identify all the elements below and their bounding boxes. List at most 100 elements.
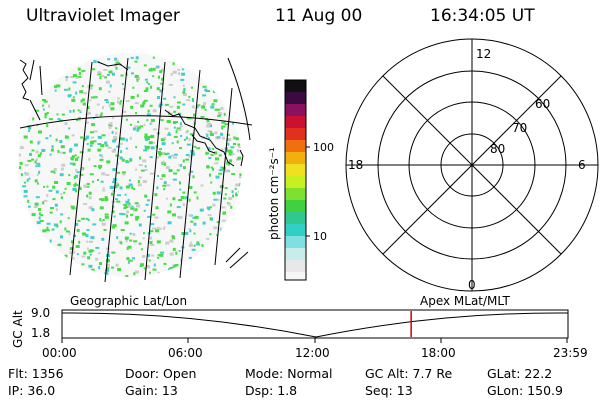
aurora-speckle (130, 105, 134, 109)
flight-number: Flt: 1356 (8, 366, 64, 381)
aurora-speckle (185, 131, 188, 134)
aurora-speckle (87, 148, 91, 152)
aurora-speckle (225, 149, 230, 152)
aurora-speckle (40, 214, 44, 217)
aurora-speckle (35, 165, 38, 168)
aurora-speckle (105, 268, 110, 272)
aurora-speckle (90, 131, 94, 134)
aurora-speckle (134, 74, 139, 78)
aurora-speckle (112, 190, 116, 193)
aurora-speckle (112, 178, 117, 182)
colorbar-segment (285, 152, 306, 164)
aurora-speckle (102, 106, 104, 110)
aurora-speckle (193, 222, 197, 226)
aurora-speckle (158, 104, 161, 108)
aurora-speckle (26, 178, 29, 182)
aurora-speckle (44, 115, 47, 119)
aurora-speckle (59, 140, 63, 143)
aurora-speckle (86, 240, 89, 243)
aurora-speckle (24, 164, 29, 167)
aurora-speckle (119, 212, 124, 215)
aurora-speckle (79, 90, 84, 94)
aurora-speckle (235, 194, 239, 197)
aurora-speckle (161, 68, 165, 72)
aurora-speckle (134, 60, 138, 63)
coastline (19, 59, 249, 269)
aurora-speckle (34, 160, 37, 164)
aurora-speckle (233, 143, 236, 145)
aurora-speckle (75, 76, 79, 79)
aurora-speckle (72, 162, 76, 166)
aurora-speckle (112, 181, 117, 184)
aurora-speckle (228, 197, 233, 200)
aurora-speckle (101, 220, 104, 223)
aurora-speckle (202, 105, 205, 107)
aurora-speckle (42, 108, 45, 111)
aurora-speckle (46, 124, 49, 128)
aurora-speckle (64, 88, 68, 91)
aurora-speckle (36, 162, 41, 165)
mlt-label-18: 18 (348, 158, 363, 172)
colorbar-segment (285, 188, 306, 200)
aurora-speckle (92, 180, 95, 183)
aurora-speckle (82, 232, 87, 236)
aurora-speckle (188, 243, 193, 247)
aurora-speckle (183, 88, 186, 92)
aurora-speckle (97, 179, 99, 181)
aurora-speckle (89, 240, 94, 243)
aurora-speckle (168, 169, 173, 173)
aurora-speckle (188, 256, 192, 259)
aurora-speckle (70, 205, 75, 208)
aurora-speckle (115, 263, 119, 267)
aurora-speckle (180, 196, 185, 199)
aurora-speckle (206, 237, 210, 240)
aurora-speckle (75, 184, 79, 186)
aurora-speckle (123, 203, 128, 206)
aurora-speckle (122, 173, 126, 176)
aurora-speckle (223, 197, 227, 200)
aurora-speckle (105, 174, 110, 176)
aurora-speckle (42, 104, 44, 107)
aurora-speckle (231, 190, 234, 194)
aurora-speckle (108, 104, 111, 108)
aurora-speckle (140, 263, 144, 267)
aurora-speckle (174, 264, 179, 266)
aurora-speckle (110, 102, 115, 106)
gain-value: Gain: 13 (125, 383, 178, 398)
aurora-speckle (111, 225, 115, 229)
aurora-speckle (75, 206, 78, 210)
aurora-speckle (190, 170, 194, 173)
aurora-speckle (149, 172, 154, 175)
aurora-speckle (121, 158, 125, 162)
aurora-speckle (219, 114, 222, 117)
aurora-speckle (228, 138, 232, 142)
aurora-speckle (64, 187, 67, 190)
aurora-speckle (197, 104, 201, 107)
aurora-speckle (112, 139, 117, 143)
aurora-speckle (77, 109, 80, 112)
aurora-speckle (138, 223, 142, 227)
aurora-speckle (132, 86, 135, 89)
aurora-speckle (171, 236, 175, 240)
aurora-speckle (50, 207, 54, 209)
aurora-speckle (132, 127, 136, 131)
colorbar-segment (285, 176, 306, 188)
aurora-speckle (31, 213, 36, 217)
aurora-speckle (186, 117, 191, 120)
aurora-speckle (207, 147, 211, 151)
aurora-speckle (121, 213, 126, 216)
aurora-speckle (180, 78, 185, 81)
aurora-speckle (121, 83, 124, 86)
aurora-speckle (112, 210, 115, 214)
aurora-speckle (188, 186, 193, 189)
aurora-speckle (120, 150, 123, 154)
aurora-speckle (140, 104, 145, 108)
aurora-speckle (71, 257, 75, 260)
aurora-speckle (37, 154, 41, 158)
aurora-speckle (88, 264, 93, 268)
aurora-speckle (119, 142, 123, 145)
aurora-speckle (72, 74, 77, 78)
aurora-speckle (78, 72, 81, 75)
aurora-speckle (232, 122, 235, 125)
earth-disk (18, 53, 242, 277)
